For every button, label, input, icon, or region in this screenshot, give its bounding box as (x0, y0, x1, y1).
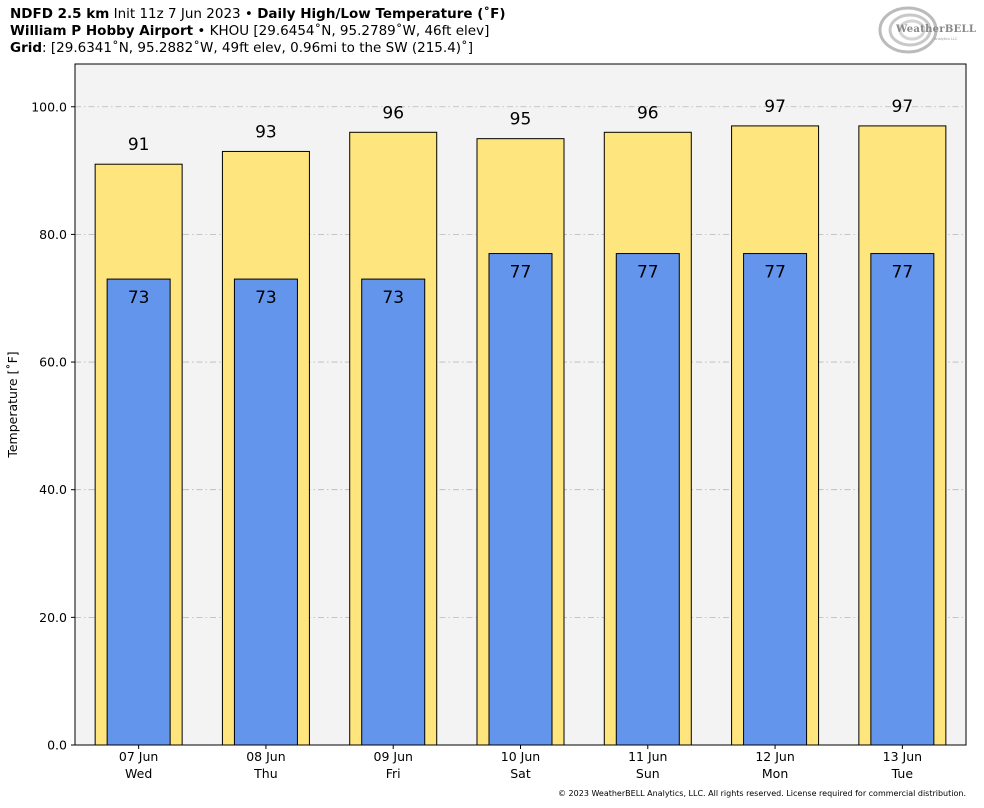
grid-label: Grid (10, 40, 43, 56)
x-tick-label-day: Mon (762, 766, 788, 781)
y-tick-label: 80.0 (39, 227, 67, 242)
y-axis-label: Temperature [˚F] (5, 351, 20, 458)
x-tick-label-day: Thu (253, 766, 277, 781)
x-tick-label-date: 07 Jun (119, 749, 158, 764)
low-temp-label: 77 (510, 263, 532, 283)
low-temp-bar (488, 253, 553, 746)
grid-info: : [29.6341˚N, 95.2882˚W, 49ft elev, 0.96… (42, 40, 474, 56)
low-temp-bar (615, 253, 680, 746)
x-tick-label-day: Tue (891, 766, 914, 781)
y-tick-label: 100.0 (31, 99, 67, 114)
low-temp-bar (870, 253, 935, 746)
x-tick-label-day: Sat (510, 766, 531, 781)
station-info: • KHOU [29.6454˚N, 95.2789˚W, 46ft elev] (193, 23, 490, 39)
x-tick-label-day: Sun (636, 766, 660, 781)
high-temp-label: 95 (510, 110, 532, 130)
low-temp-label: 73 (255, 288, 277, 308)
low-temp-label: 77 (892, 263, 914, 283)
low-temp-label: 77 (637, 263, 659, 283)
x-tick-label-day: Fri (386, 766, 401, 781)
low-temp-bar (743, 253, 808, 746)
y-tick-label: 0.0 (47, 738, 67, 753)
x-tick-label-day: Wed (125, 766, 152, 781)
x-tick-label-date: 12 Jun (755, 749, 794, 764)
weatherbell-logo: WeatherBELL Analytics LLC (878, 6, 976, 54)
high-temp-label: 91 (128, 135, 150, 155)
copyright-notice: © 2023 WeatherBELL Analytics, LLC. All r… (558, 789, 966, 798)
x-tick-label-date: 08 Jun (246, 749, 285, 764)
low-temp-label: 77 (764, 263, 786, 283)
x-tick-label-date: 11 Jun (628, 749, 667, 764)
model-name: NDFD 2.5 km (10, 6, 110, 22)
low-temp-bar (233, 278, 298, 746)
chart-title: Daily High/Low Temperature (˚F) (257, 6, 506, 22)
station-name: William P Hobby Airport (10, 23, 194, 39)
high-temp-label: 96 (637, 103, 659, 123)
low-temp-label: 73 (128, 288, 150, 308)
header-line-2: William P Hobby Airport • KHOU [29.6454˚… (10, 23, 489, 40)
high-temp-label: 96 (382, 103, 404, 123)
high-temp-label: 93 (255, 122, 277, 142)
y-tick-label: 60.0 (39, 355, 67, 370)
header-line-3: Grid: [29.6341˚N, 95.2882˚W, 49ft elev, … (10, 40, 473, 57)
init-time: Init 11z 7 Jun 2023 • (109, 6, 258, 22)
high-temp-label: 97 (764, 97, 786, 117)
x-tick-label-date: 10 Jun (501, 749, 540, 764)
x-tick-label-date: 13 Jun (883, 749, 922, 764)
y-tick-label: 40.0 (39, 482, 67, 497)
low-temp-bar (106, 278, 171, 746)
header-line-1: NDFD 2.5 km Init 11z 7 Jun 2023 • Daily … (10, 6, 506, 23)
x-tick-label-date: 09 Jun (374, 749, 413, 764)
y-tick-label: 20.0 (39, 610, 67, 625)
low-temp-bar (361, 278, 426, 746)
plot-frame (74, 63, 967, 746)
logo-text: WeatherBELL (896, 24, 977, 35)
logo-subtext: Analytics LLC (934, 37, 958, 41)
high-temp-label: 97 (892, 97, 914, 117)
low-temp-label: 73 (382, 288, 404, 308)
